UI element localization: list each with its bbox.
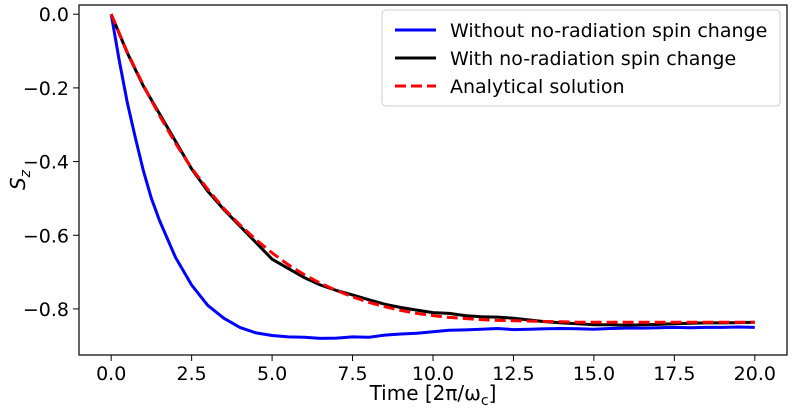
y-axis-label: Sz xyxy=(6,169,34,190)
x-tick-label: 10.0 xyxy=(412,363,454,385)
x-tick-label: 15.0 xyxy=(573,363,615,385)
legend-label-with: With no-radiation spin change xyxy=(450,48,736,70)
y-tick-label: 0.0 xyxy=(39,4,69,26)
series-lines xyxy=(109,13,755,340)
y-tick-label: −0.2 xyxy=(23,78,69,100)
x-tick-label: 0.0 xyxy=(96,363,126,385)
x-tick-label: 7.5 xyxy=(337,363,367,385)
x-tick-label: 5.0 xyxy=(257,363,287,385)
legend-label-analytical: Analytical solution xyxy=(450,76,625,98)
legend-box xyxy=(381,9,781,107)
series-line-analytical xyxy=(109,13,755,324)
y-tick-label: −0.4 xyxy=(23,152,69,174)
legend: Without no-radiation spin change With no… xyxy=(381,9,781,107)
y-tick-label: −0.8 xyxy=(23,299,69,321)
ticks: 0.0 2.5 5.0 7.5 10.0 12.5 15.0 17.5 20.0 0.0 −0.2 −… xyxy=(23,4,776,385)
x-tick-label: 17.5 xyxy=(653,363,695,385)
legend-label-without: Without no-radiation spin change xyxy=(450,20,767,42)
x-tick-label: 20.0 xyxy=(734,363,776,385)
x-tick-label: 12.5 xyxy=(492,363,534,385)
x-tick-label: 2.5 xyxy=(177,363,207,385)
x-axis-label: Time [2π/ωc] xyxy=(369,381,497,409)
y-tick-label: −0.6 xyxy=(23,225,69,247)
series-line-without xyxy=(109,13,755,340)
